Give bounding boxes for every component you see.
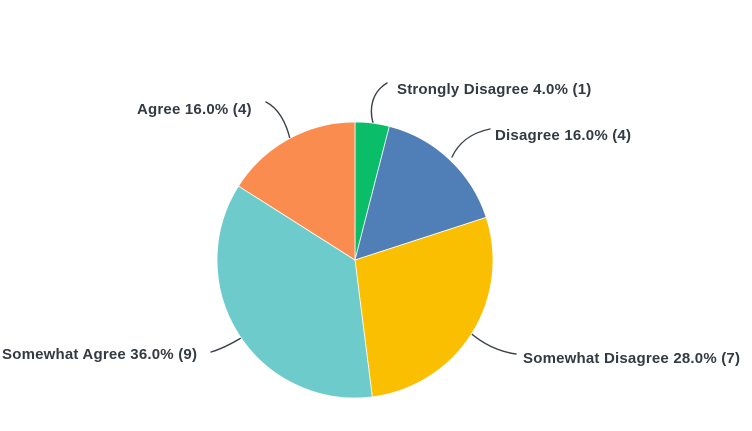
leader-line-strongly-disagree [370,82,388,124]
pie-slice-somewhat-agree[interactable] [216,185,373,399]
slice-label-strongly-disagree: Strongly Disagree 4.0% (1) [397,81,592,98]
slice-label-somewhat-disagree: Somewhat Disagree 28.0% (7) [523,350,741,367]
slice-label-somewhat-agree: Somewhat Agree 36.0% (9) [2,346,198,363]
pie-slice-somewhat-disagree[interactable] [354,216,494,398]
slice-label-disagree: Disagree 16.0% (4) [495,127,632,144]
leader-line-agree [265,101,291,140]
pie-slice-agree[interactable] [237,121,356,261]
slice-label-agree: Agree 16.0% (4) [137,101,252,118]
pie-slice-disagree[interactable] [354,125,487,261]
pie-slices [216,121,494,399]
leader-line-disagree [451,128,491,158]
